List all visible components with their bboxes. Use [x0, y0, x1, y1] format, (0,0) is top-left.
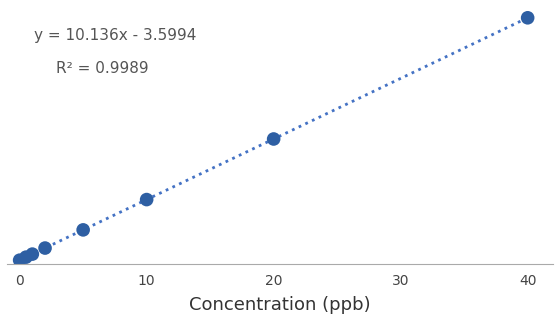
X-axis label: Concentration (ppb): Concentration (ppb) [189, 296, 371, 314]
Point [28, 252, 37, 257]
Point [15, 258, 24, 263]
Point [523, 15, 532, 20]
Point [142, 197, 151, 202]
Point [21, 255, 30, 260]
Point [78, 227, 87, 232]
Text: y = 10.136x - 3.5994: y = 10.136x - 3.5994 [34, 28, 197, 42]
Point [40, 246, 49, 251]
Text: R² = 0.9989: R² = 0.9989 [56, 61, 149, 76]
Point [269, 136, 278, 142]
